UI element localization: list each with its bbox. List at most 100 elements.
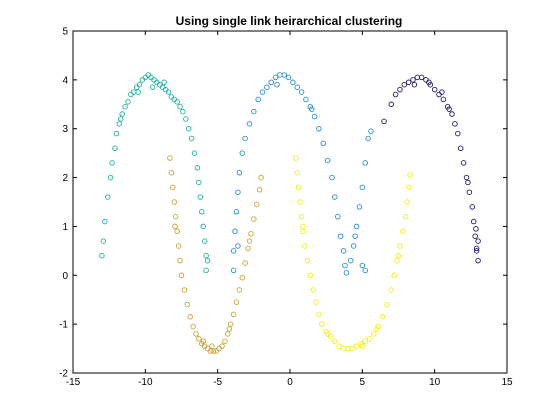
data-point [167,155,173,161]
data-point [226,326,232,332]
cluster-3 [230,72,374,276]
data-point [374,326,380,332]
data-point [379,314,386,320]
data-point [475,257,481,264]
y-tick-label: 0 [62,271,68,282]
x-tick-label: 15 [501,377,513,388]
data-point [348,257,354,264]
data-point [196,336,202,342]
data-point [465,179,471,186]
data-point [198,209,205,215]
data-point [268,79,274,86]
data-point [157,81,163,88]
data-point [304,257,311,264]
data-point [311,113,318,120]
data-point [319,321,325,327]
data-point [384,301,390,308]
data-point [400,228,406,235]
data-point [391,272,397,279]
x-tick-label: -5 [213,377,222,388]
data-point [343,270,350,276]
data-point [181,287,188,293]
data-point [410,77,416,83]
data-point [142,74,149,81]
data-point [392,91,399,98]
data-point [133,84,140,90]
data-point [177,103,183,110]
data-point [298,89,305,95]
data-point [332,194,338,200]
data-point [165,89,172,95]
data-point [245,245,251,252]
data-point [128,91,134,98]
data-point [168,169,175,176]
data-point [175,243,182,249]
data-point [184,301,191,308]
data-point [308,106,315,112]
data-point [460,160,467,166]
data-point [104,194,111,200]
data-point [397,86,403,93]
data-point [359,184,366,191]
data-point [313,299,319,305]
data-point [204,345,211,352]
data-point [248,231,254,237]
data-point [135,89,141,95]
data-point [177,257,183,264]
data-point [112,145,118,152]
data-point [457,145,464,152]
data-point [466,189,473,195]
data-point [230,267,237,274]
data-point [274,81,280,88]
data-point [204,257,211,264]
data-point [174,99,180,105]
data-point [151,77,157,83]
data-point [342,262,348,269]
x-tick-label: -10 [138,377,153,388]
data-point [236,287,243,293]
data-point [475,238,481,244]
data-point [397,243,403,249]
data-point [353,343,360,349]
data-point [324,331,331,337]
data-point [185,125,192,132]
data-point [402,213,409,220]
data-point [178,272,185,279]
x-tick-label: 5 [360,377,366,388]
y-tick-label: -2 [59,369,68,380]
data-point [172,213,179,220]
data-point [446,106,452,112]
data-point [102,218,108,225]
data-point [294,84,300,90]
data-point [210,348,217,354]
data-point [191,150,198,156]
chart-title: Using single link heirarchical clusterin… [176,14,403,28]
data-point [324,157,331,164]
y-tick-label: -1 [59,320,68,331]
data-point [232,228,238,235]
data-point [230,248,237,254]
data-point [216,345,222,352]
data-point [196,179,202,186]
data-point [307,272,314,279]
data-point [253,201,260,208]
data-points [99,72,481,354]
data-point [236,169,243,176]
data-point [394,257,400,264]
data-point [362,160,368,166]
data-point [258,174,264,181]
plot-frame [72,30,508,374]
data-point [290,79,296,86]
data-point [136,81,143,88]
data-point [293,155,299,161]
y-tick-label: 3 [62,124,68,135]
data-point [297,199,303,205]
data-point [316,311,322,318]
data-point [145,72,151,78]
data-point [332,338,338,344]
data-point [371,331,377,337]
data-point [190,323,196,330]
data-point [188,135,195,142]
data-point [242,260,248,266]
